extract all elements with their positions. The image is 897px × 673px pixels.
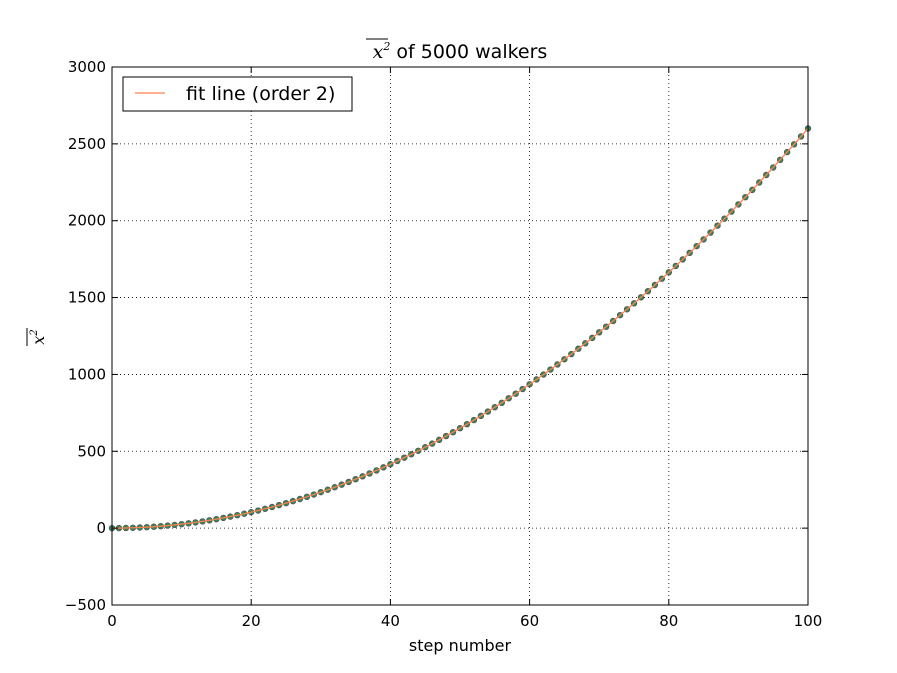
data-points [108,125,812,532]
fit-line [111,128,809,529]
title-math-exp: 2 [382,40,390,53]
y-tick-label: −500 [65,596,106,614]
svg-text:x2: x2 [29,329,48,344]
legend-entry-label: fit line (order 2) [186,83,335,105]
legend: fit line (order 2) [122,76,353,112]
y-tick-label: 1500 [68,289,106,307]
ylabel-math-exp: 2 [29,329,40,336]
title-math-base: x [373,41,384,63]
chart-title: x2 of 5000 walkers [373,40,548,63]
x-tick-label: 20 [242,612,261,630]
x-tick-label: 40 [381,612,400,630]
y-tick-label: 1000 [68,365,106,383]
x-tick-label: 0 [107,612,117,630]
ylabel-math-base: x [29,336,48,345]
grid-lines [112,67,808,605]
x-tick-label: 100 [794,612,823,630]
x-tick-label: 80 [659,612,678,630]
y-tick-label: 2500 [68,135,106,153]
y-tick-label: 0 [96,519,106,537]
y-axis-label: x2 [26,328,48,346]
y-tick-label: 2000 [68,212,106,230]
x-tick-label: 60 [520,612,539,630]
title-suffix: of 5000 walkers [390,41,547,63]
y-tick-label: 500 [77,442,106,460]
plot-frame [111,66,809,606]
legend-box [122,76,353,112]
x-axis-label: step number [409,636,512,655]
y-tick-label: 3000 [68,58,106,76]
axis-ticks [111,66,809,606]
